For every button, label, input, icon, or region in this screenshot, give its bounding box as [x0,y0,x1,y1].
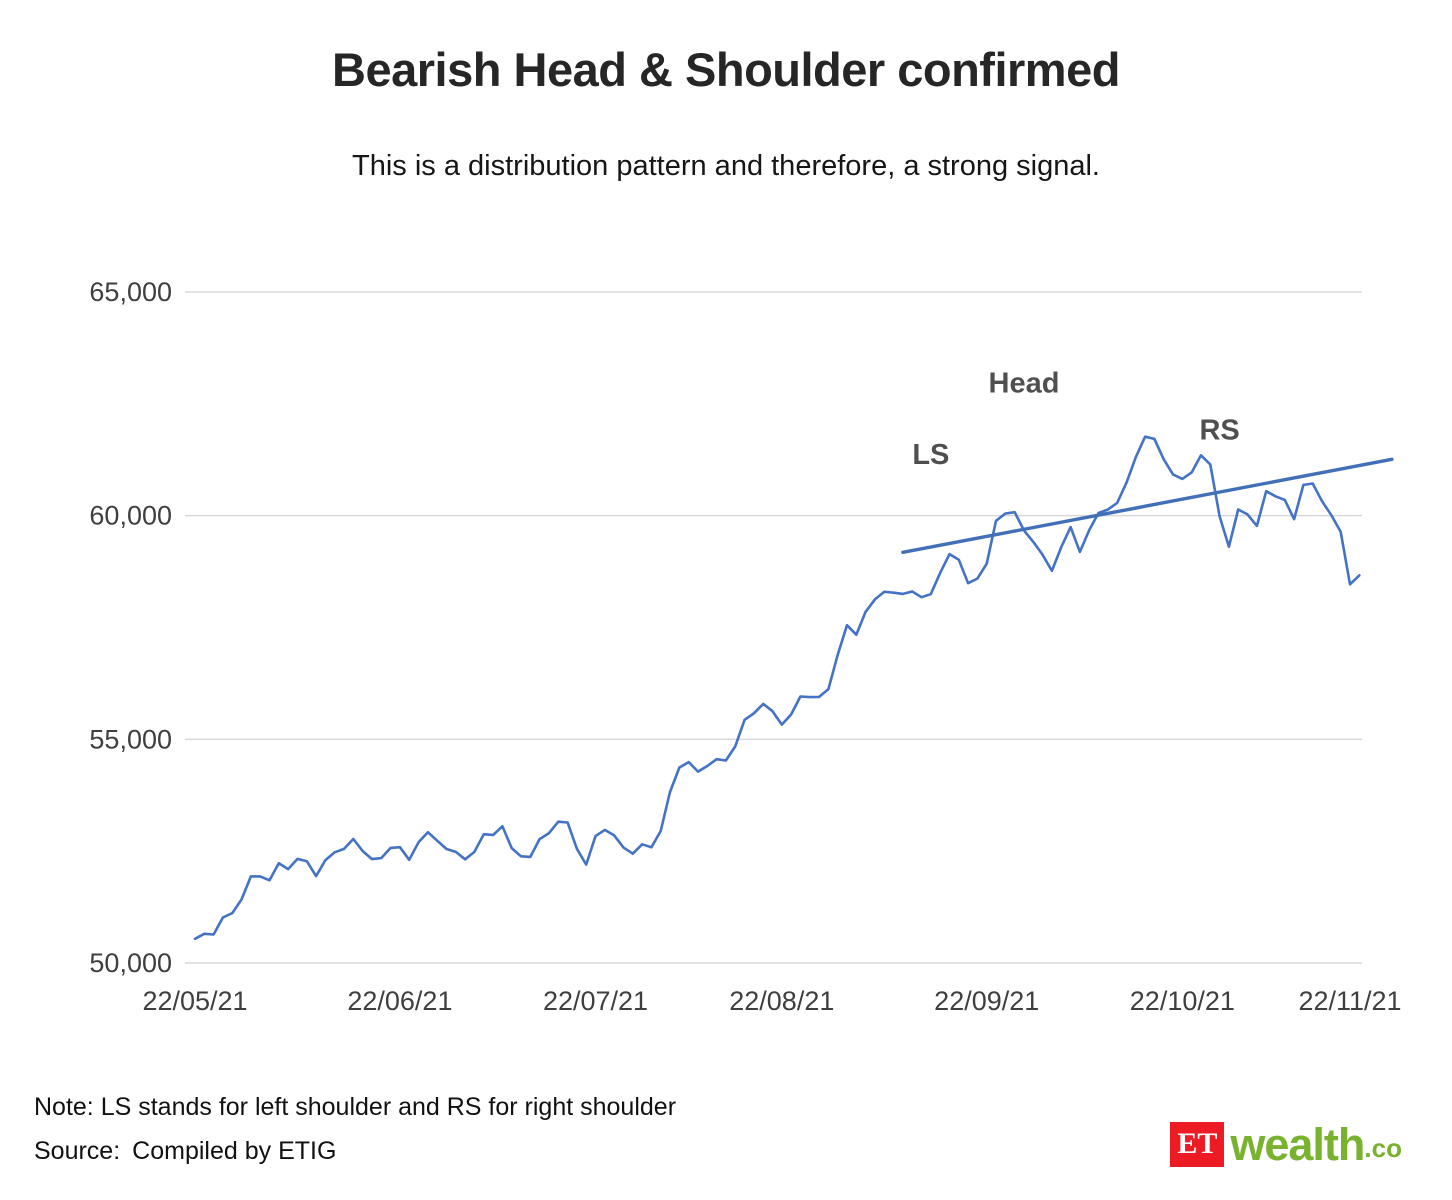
wealth-wordmark: wealth [1230,1119,1365,1170]
x-axis-label: 22/05/21 [142,986,247,1016]
x-axis-label: 22/08/21 [729,986,834,1016]
x-axis-label: 22/11/21 [1298,986,1401,1016]
annotation-RS: RS [1199,415,1239,447]
etwealth-logo: ET wealth .co [1170,1122,1402,1167]
x-axis-label: 22/07/21 [543,986,648,1016]
x-axis-label: 22/09/21 [934,986,1039,1016]
annotation-LS: LS [912,439,949,471]
annotation-Head: Head [989,368,1060,400]
et-logo-mark: ET [1170,1122,1225,1167]
y-axis-label: 50,000 [89,948,172,978]
x-axis-label: 22/10/21 [1130,986,1235,1016]
x-axis-label: 22/06/21 [347,986,452,1016]
source-label: Source: [34,1137,121,1165]
y-axis-label: 60,000 [89,501,172,531]
page-subtitle: This is a distribution pattern and there… [352,150,1100,182]
price-line [193,435,1361,941]
chart-note: Note: LS stands for left shoulder and RS… [34,1093,677,1121]
page-title: Bearish Head & Shoulder confirmed [332,43,1120,96]
chart-source: Source: Compiled by ETIG [34,1137,336,1166]
y-axis-label: 65,000 [89,277,172,307]
neckline-trendline [901,457,1394,555]
y-axis-label: 55,000 [89,724,172,754]
source-value: Compiled by ETIG [132,1137,337,1165]
co-suffix: .co [1364,1133,1402,1163]
